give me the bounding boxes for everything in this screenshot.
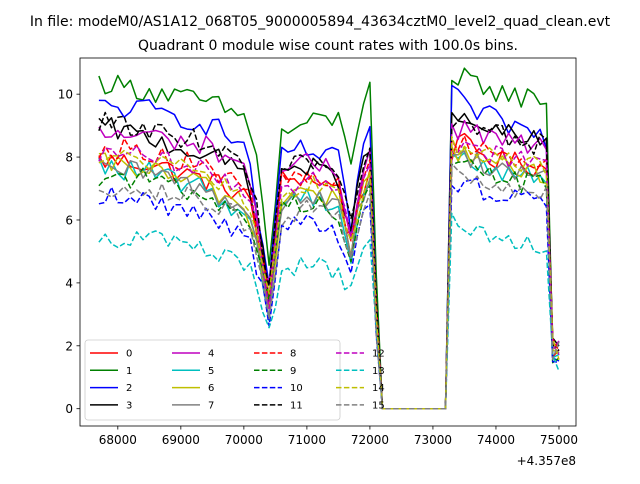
legend-frame xyxy=(84,339,341,421)
legend-label-2: 2 xyxy=(126,383,132,394)
series-line-4 xyxy=(98,119,560,410)
series-line-13 xyxy=(98,212,560,410)
legend-label-0: 0 xyxy=(126,349,132,360)
y-tick-label: 0 xyxy=(65,402,73,416)
series-line-12 xyxy=(98,141,560,410)
legend-label-10: 10 xyxy=(290,383,303,394)
y-tick-label: 8 xyxy=(65,151,73,165)
series-line-8 xyxy=(98,135,560,410)
legend-label-8: 8 xyxy=(290,349,296,360)
y-tick-label: 2 xyxy=(65,339,73,353)
legend-label-7: 7 xyxy=(208,400,214,411)
legend-label-4: 4 xyxy=(208,349,214,360)
series-layer xyxy=(98,67,560,410)
x-tick-label: 69000 xyxy=(162,433,200,447)
x-tick-label: 71000 xyxy=(288,433,326,447)
plot-frame xyxy=(79,57,577,427)
x-tick-label: 73000 xyxy=(414,433,452,447)
y-tick-label: 10 xyxy=(58,88,73,102)
chart-title: Quadrant 0 module wise count rates with … xyxy=(138,38,518,54)
legend-label-12: 12 xyxy=(372,349,385,360)
x-tick-label: 72000 xyxy=(351,433,389,447)
series-line-7 xyxy=(98,150,560,410)
legend-label-6: 6 xyxy=(208,383,214,394)
x-tick-label: 74000 xyxy=(477,433,515,447)
figure-suptitle: In file: modeM0/AS1A12_068T05_9000005894… xyxy=(30,14,611,30)
series-line-11 xyxy=(98,111,560,410)
x-tick-label: 68000 xyxy=(99,433,137,447)
legend-label-13: 13 xyxy=(372,366,385,377)
series-line-14 xyxy=(98,135,560,410)
series-line-10 xyxy=(98,177,560,410)
legend-label-11: 11 xyxy=(290,400,303,411)
series-line-2 xyxy=(98,84,560,410)
series-line-15 xyxy=(98,163,560,410)
legend-label-9: 9 xyxy=(290,366,296,377)
axes-layer: 68000 69000 70000 71000 72000 73000 74000 75000… xyxy=(58,57,578,447)
x-axis-offset-label: +4.357e8 xyxy=(517,454,576,468)
x-tick-label: 75000 xyxy=(540,433,578,447)
y-tick-label: 6 xyxy=(65,213,73,227)
series-line-1 xyxy=(98,67,560,410)
legend-label-14: 14 xyxy=(372,383,385,394)
legend-label-3: 3 xyxy=(126,400,132,411)
y-tick-label: 4 xyxy=(65,276,73,290)
legend-label-1: 1 xyxy=(126,366,132,377)
x-tick-label: 70000 xyxy=(225,433,263,447)
legend-label-5: 5 xyxy=(208,366,214,377)
series-line-9 xyxy=(98,158,560,410)
series-line-6 xyxy=(98,145,560,410)
legend-label-15: 15 xyxy=(372,400,385,411)
